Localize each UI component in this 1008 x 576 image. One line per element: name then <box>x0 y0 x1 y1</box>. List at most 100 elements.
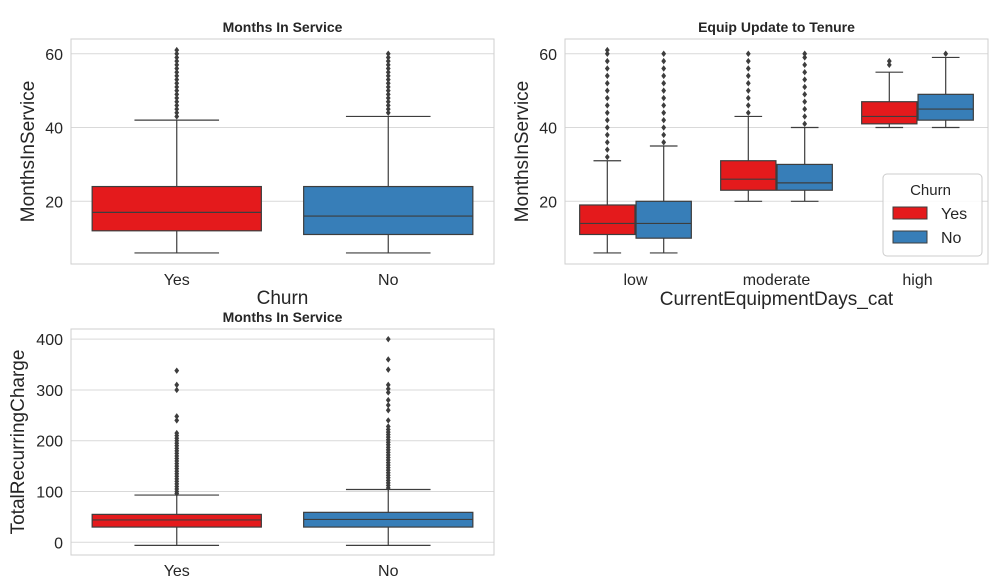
x-tick-label: moderate <box>743 272 811 289</box>
outlier-point <box>604 94 610 102</box>
legend-label: Yes <box>941 206 967 223</box>
outlier-point <box>174 65 180 72</box>
outlier-point <box>385 65 391 72</box>
y-axis-label: TotalRecurringCharge <box>8 350 29 535</box>
iqr-box <box>303 185 474 236</box>
x-tick-label: low <box>623 272 647 289</box>
outlier-point <box>886 61 892 69</box>
legend: Churn Yes No <box>882 173 983 257</box>
x-tick-label: No <box>378 563 399 576</box>
plot-frame <box>70 38 495 265</box>
outlier-point <box>604 146 610 153</box>
outlier-point <box>174 83 180 91</box>
outlier-point <box>604 46 610 54</box>
outlier-point <box>174 50 180 57</box>
outlier-point <box>385 381 391 389</box>
outlier-point <box>174 381 180 389</box>
iqr-box <box>579 204 636 236</box>
outlier-point <box>385 105 391 113</box>
box-low-yes <box>579 46 636 254</box>
outlier-point <box>385 401 391 409</box>
outlier-point <box>745 80 751 87</box>
y-tick-label: 0 <box>54 535 63 552</box>
x-axis-label: Churn <box>257 288 309 309</box>
outlier-point <box>385 83 391 91</box>
box-high-yes <box>861 57 918 129</box>
outlier-point <box>604 87 610 94</box>
x-tick-label: Yes <box>164 272 190 289</box>
outlier-point <box>943 50 949 57</box>
outlier-point <box>604 102 610 109</box>
box-moderate-yes <box>720 50 777 202</box>
y-tick-label: 100 <box>36 485 63 502</box>
iqr-box <box>635 200 692 239</box>
chart-title: Months In Service <box>223 19 343 35</box>
x-tick-label: high <box>902 272 932 289</box>
outlier-point <box>661 116 667 124</box>
outlier-point <box>604 109 610 116</box>
outlier-point <box>385 80 391 87</box>
outlier-point <box>802 113 808 120</box>
outlier-point <box>385 356 391 363</box>
outlier-point <box>802 76 808 83</box>
outlier-point <box>174 413 180 420</box>
outlier-point <box>802 120 808 128</box>
outlier-point <box>174 367 180 374</box>
outlier-point <box>174 102 180 109</box>
y-tick-label: 40 <box>539 121 557 138</box>
outlier-point <box>802 54 808 61</box>
outlier-point <box>174 57 180 65</box>
x-tick-label: Yes <box>164 563 190 576</box>
box-no <box>303 335 474 546</box>
iqr-box <box>91 513 262 528</box>
outlier-point <box>802 91 808 98</box>
outlier-point <box>604 80 610 87</box>
outlier-point <box>174 76 180 83</box>
outlier-point <box>661 109 667 116</box>
outlier-point <box>174 91 180 98</box>
outlier-point <box>174 61 180 69</box>
plot-frame <box>564 38 989 265</box>
y-tick-label: 20 <box>539 194 557 211</box>
outlier-point <box>661 131 667 139</box>
outlier-point <box>385 76 391 83</box>
outlier-point <box>604 131 610 139</box>
outlier-point <box>745 65 751 72</box>
outlier-point <box>385 54 391 61</box>
box-no <box>303 50 474 254</box>
outlier-point <box>174 417 180 424</box>
x-axis-label: CurrentEquipmentDays_cat <box>660 289 894 310</box>
outlier-point <box>174 94 180 102</box>
outlier-point <box>385 335 391 343</box>
outlier-point <box>745 72 751 80</box>
legend-swatch <box>892 230 928 244</box>
outlier-point <box>174 386 180 394</box>
outlier-point <box>745 50 751 57</box>
outlier-point <box>174 80 180 87</box>
outlier-point <box>745 57 751 65</box>
chart-panel-1: 20 40 60 Yes No Months In Service Churn MonthsI… <box>18 19 495 309</box>
y-tick-label: 60 <box>45 47 63 64</box>
outlier-point <box>802 68 808 76</box>
box-high-no <box>917 50 974 129</box>
outlier-point <box>385 417 391 424</box>
box-yes <box>91 367 262 546</box>
outlier-point <box>661 50 667 57</box>
outlier-point <box>385 396 391 404</box>
outlier-point <box>174 87 180 94</box>
outlier-point <box>802 98 808 105</box>
chart-title: Months In Service <box>223 309 343 325</box>
outlier-point <box>802 83 808 91</box>
y-tick-label: 200 <box>36 434 63 451</box>
outlier-point <box>385 98 391 105</box>
iqr-box <box>776 163 833 191</box>
outlier-point <box>174 68 180 76</box>
chart-panel-3: 0 100 200 300 400 Yes No Months In Service Total… <box>8 309 495 576</box>
y-tick-label: 300 <box>36 383 63 400</box>
outlier-point <box>385 423 391 430</box>
outlier-point <box>604 65 610 72</box>
y-tick-label: 20 <box>45 194 63 211</box>
iqr-box <box>917 93 974 121</box>
outlier-point <box>604 50 610 57</box>
